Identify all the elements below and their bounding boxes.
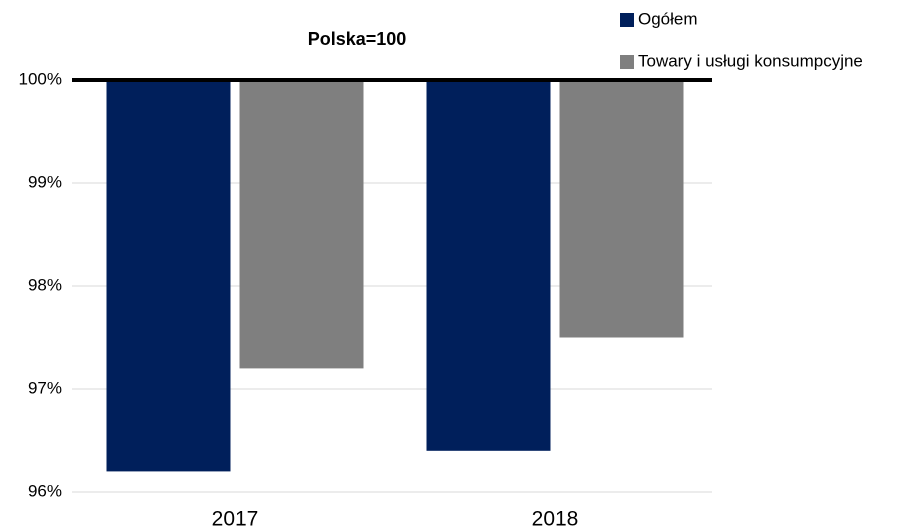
legend-swatch [620, 13, 634, 27]
y-tick-label: 96% [28, 481, 62, 500]
x-tick-label: 2017 [212, 508, 259, 531]
bar [426, 80, 551, 451]
y-tick-label: 99% [28, 172, 62, 191]
bar [239, 80, 364, 369]
legend-label: Ogółem [638, 9, 698, 28]
y-tick-label: 100% [19, 69, 62, 88]
legend-swatch [620, 55, 634, 69]
chart-title: Polska=100 [308, 29, 407, 49]
y-tick-label: 98% [28, 275, 62, 294]
x-tick-label: 2018 [532, 508, 579, 531]
bar [559, 80, 684, 338]
y-tick-label: 97% [28, 378, 62, 397]
legend-label: Towary i usługi konsumpcyjne [638, 51, 863, 70]
bar [106, 80, 231, 472]
